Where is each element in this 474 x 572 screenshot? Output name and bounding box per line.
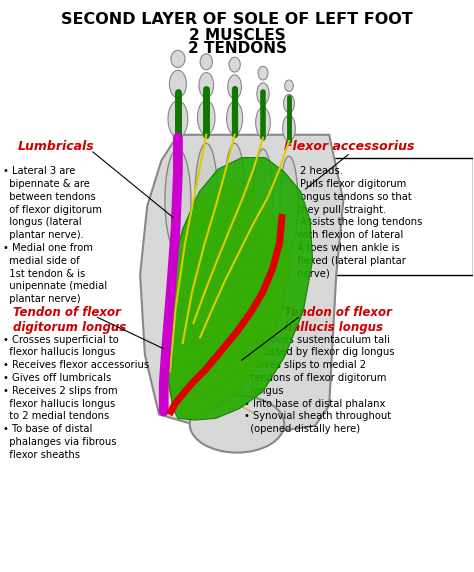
- Text: Lumbricals: Lumbricals: [17, 141, 94, 153]
- Polygon shape: [164, 158, 313, 420]
- Ellipse shape: [165, 149, 191, 252]
- Ellipse shape: [224, 144, 245, 252]
- Ellipse shape: [229, 57, 240, 72]
- Ellipse shape: [198, 101, 215, 135]
- Ellipse shape: [200, 54, 212, 70]
- Ellipse shape: [253, 149, 273, 252]
- Text: 2 TENDONS: 2 TENDONS: [188, 41, 286, 55]
- Ellipse shape: [168, 101, 188, 138]
- Polygon shape: [164, 183, 292, 417]
- Ellipse shape: [169, 70, 186, 98]
- Text: Tendon of flexor
hallucis longus: Tendon of flexor hallucis longus: [284, 306, 392, 334]
- Text: Tendon of flexor
digitorum longus: Tendon of flexor digitorum longus: [12, 306, 126, 334]
- Text: • 2 heads.
• Pulls flexor digitorum
  longus tendons so that
  they pull straigh: • 2 heads. • Pulls flexor digitorum long…: [292, 166, 423, 279]
- Ellipse shape: [190, 396, 284, 452]
- Ellipse shape: [257, 83, 269, 105]
- Ellipse shape: [227, 102, 243, 135]
- Text: • Lateral 3 are
  bipennate & are
  between tendons
  of flexor digitorum
  long: • Lateral 3 are bipennate & are between …: [3, 166, 107, 304]
- Ellipse shape: [255, 108, 270, 138]
- FancyBboxPatch shape: [284, 158, 474, 275]
- Ellipse shape: [280, 156, 298, 251]
- Ellipse shape: [285, 80, 293, 92]
- Ellipse shape: [199, 73, 214, 98]
- Text: • Crosses superficial to
  flexor hallucis longus
• Receives flexor accessorius
: • Crosses superficial to flexor hallucis…: [3, 335, 149, 460]
- Ellipse shape: [195, 144, 218, 252]
- Text: Flexor accessorius: Flexor accessorius: [284, 141, 415, 153]
- Ellipse shape: [228, 75, 241, 99]
- Ellipse shape: [258, 66, 268, 80]
- Polygon shape: [140, 135, 343, 437]
- Ellipse shape: [171, 50, 185, 67]
- Ellipse shape: [283, 116, 295, 141]
- Ellipse shape: [283, 94, 294, 113]
- Text: 2 MUSCLES: 2 MUSCLES: [189, 28, 285, 43]
- Text: • Grooves sustentaculum tali
• Crossed by flexor dig longus
• Gives slips to med: • Grooves sustentaculum tali • Crossed b…: [244, 335, 394, 434]
- Text: SECOND LAYER OF SOLE OF LEFT FOOT: SECOND LAYER OF SOLE OF LEFT FOOT: [61, 12, 413, 27]
